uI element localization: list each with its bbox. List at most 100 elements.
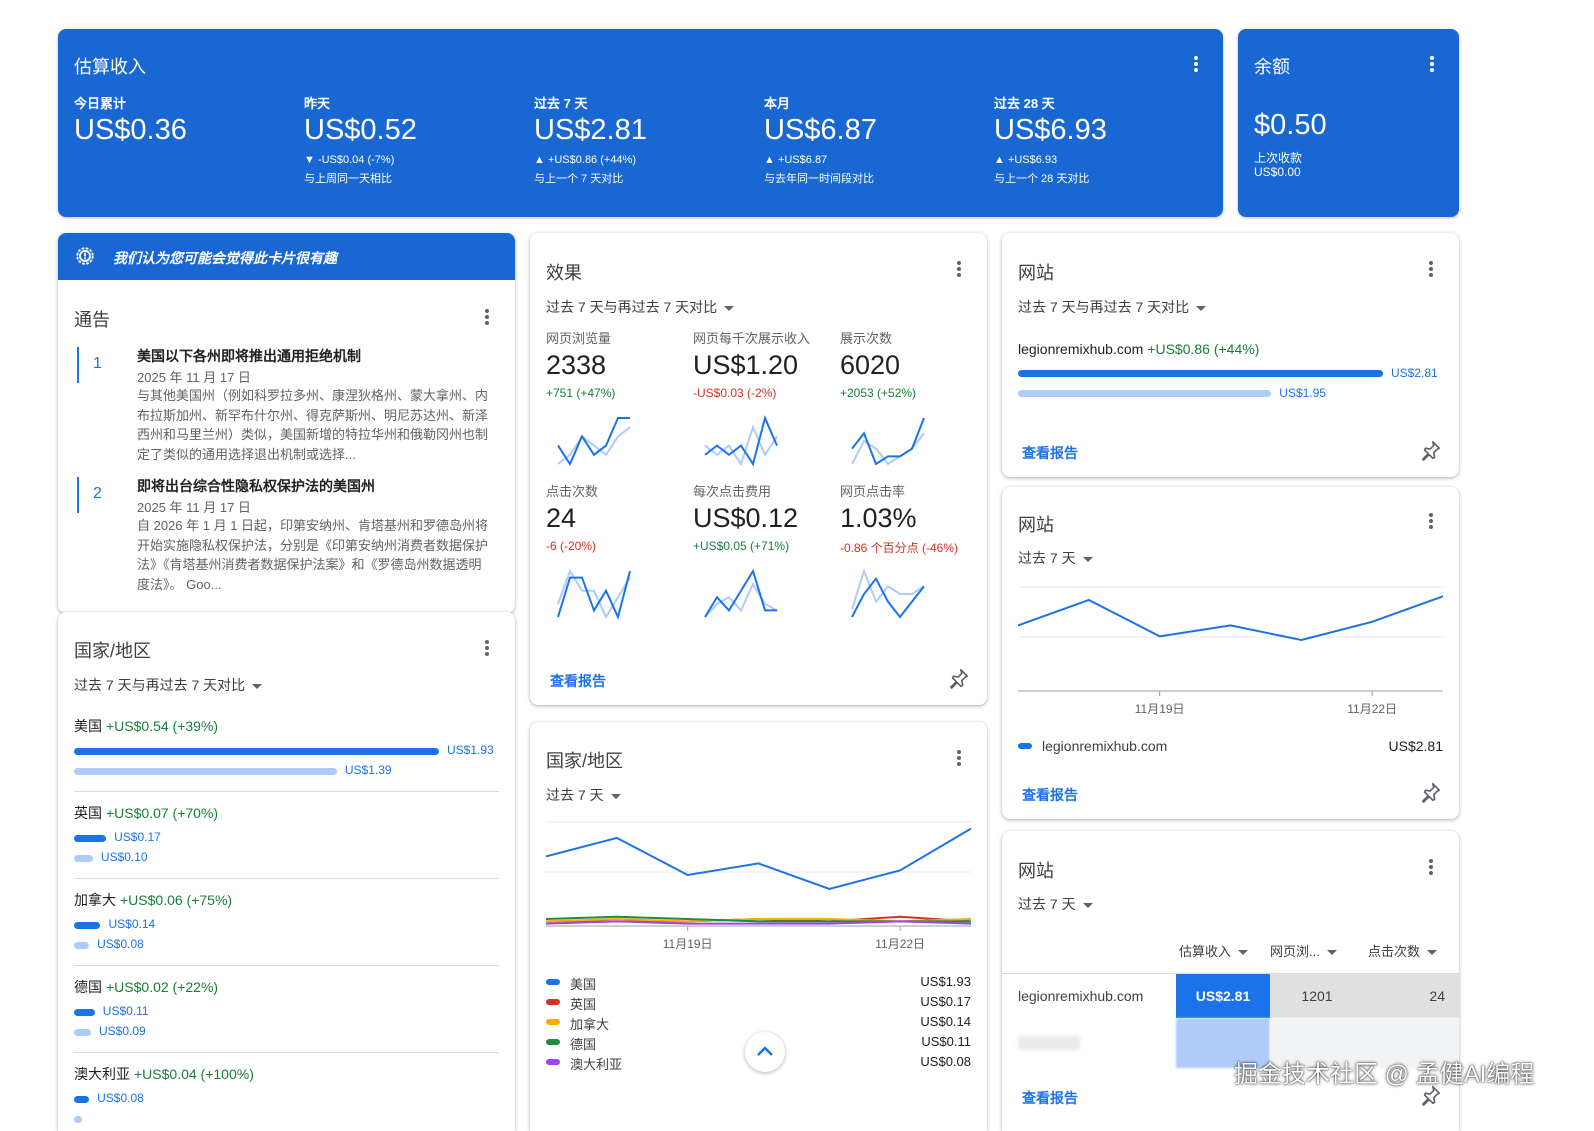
site-compare-report-link[interactable]: 查看报告 xyxy=(1022,445,1078,461)
notice-accent xyxy=(77,477,79,513)
sparkline-current xyxy=(851,417,925,466)
notice-accent xyxy=(77,347,79,383)
country-row[interactable]: 德国 +US$0.02 (+22%) xyxy=(74,977,218,997)
country-row-divider xyxy=(74,965,499,966)
performance-metric[interactable]: 网页每千次展示收入 US$1.20 -US$0.03 (-2%) xyxy=(693,328,833,478)
earnings-metric-compare: 与上一个 28 天对比 xyxy=(994,173,1090,185)
site-compare-more-icon[interactable] xyxy=(1421,257,1441,281)
earnings-metric-value: US$2.81 xyxy=(534,114,647,146)
earnings-title: 估算收入 xyxy=(74,57,146,77)
table-cell-site: legionremixhub.com xyxy=(1018,988,1144,1004)
performance-metric-change: +751 (+47%) xyxy=(546,386,616,400)
performance-metric-value: US$0.12 xyxy=(693,503,799,533)
country-change: +US$0.02 (+22%) xyxy=(106,979,219,995)
notice-item[interactable]: 2 即将出台综合性隐私权保护法的美国州 2025 年 11 月 17 日自 2026… xyxy=(58,473,515,598)
notice-number: 2 xyxy=(93,485,102,502)
table-cell-clicks: 24 xyxy=(1364,974,1459,1018)
pin-icon[interactable] xyxy=(1420,781,1442,803)
notice-number: 1 xyxy=(93,355,102,372)
site-table-report-link[interactable]: 查看报告 xyxy=(1022,1090,1078,1106)
last-payment-label: 上次收款 xyxy=(1254,151,1303,165)
suggest-banner: 我们认为您可能会觉得此卡片很有趣 xyxy=(58,233,515,280)
country-row[interactable]: 英国 +US$0.07 (+70%) xyxy=(74,803,218,823)
performance-range-dropdown[interactable]: 过去 7 天与再过去 7 天对比 xyxy=(546,297,734,317)
blurred-cell xyxy=(1270,1018,1459,1068)
chart-series-line xyxy=(546,920,971,925)
site-table-title: 网站 xyxy=(1018,861,1054,881)
pin-icon[interactable] xyxy=(948,667,970,689)
column-header-earnings[interactable]: 估算收入 xyxy=(1179,941,1248,960)
site-table-card: 网站 过去 7 天 估算收入 网页浏... 点击次数 legionremixhu… xyxy=(1002,831,1459,1131)
country-row[interactable]: 美国 +US$0.54 (+39%) xyxy=(74,716,218,736)
site-trend-card: 网站 过去 7 天 11月19日 11月22日 legionremixhub.co… xyxy=(1002,487,1459,819)
site-compare-row: legionremixhub.com +US$0.86 (+44%) xyxy=(1018,341,1259,357)
country-row[interactable]: 加拿大 +US$0.06 (+75%) xyxy=(74,890,232,910)
performance-metric-value: 2338 xyxy=(546,350,607,380)
column-header-pageviews[interactable]: 网页浏... xyxy=(1270,941,1337,960)
performance-metric[interactable]: 点击次数 24 -6 (-20%) xyxy=(546,481,686,631)
scroll-to-top-button[interactable] xyxy=(745,1032,785,1072)
earnings-metric-compare: 与去年同一时间段对比 xyxy=(764,173,874,185)
notices-card: 我们认为您可能会觉得此卡片很有趣 通告 1 美国以下各州即将推出通用拒绝机制 202… xyxy=(58,233,515,613)
site-compare-title: 网站 xyxy=(1018,263,1054,283)
country-compare-range-dropdown[interactable]: 过去 7 天与再过去 7 天对比 xyxy=(74,675,262,695)
performance-report-link[interactable]: 查看报告 xyxy=(550,673,606,689)
site-table-more-icon[interactable] xyxy=(1421,855,1441,879)
country-line-chart: 11月19日 11月22日 xyxy=(546,821,971,951)
performance-metric-value: 1.03% xyxy=(840,503,917,533)
country-compare-title: 国家/地区 xyxy=(74,641,152,661)
balance-more-icon[interactable] xyxy=(1422,52,1442,76)
sparkline-previous xyxy=(704,582,778,618)
performance-metric[interactable]: 每次点击费用 US$0.12 +US$0.05 (+71%) xyxy=(693,481,833,631)
earnings-metric-label: 过去 28 天 xyxy=(994,96,1055,111)
site-compare-name: legionremixhub.com xyxy=(1018,341,1144,357)
legend-dot xyxy=(546,1039,560,1045)
earnings-metric-value: US$0.52 xyxy=(304,114,417,146)
legend-country-value: US$1.93 xyxy=(920,974,971,989)
performance-sparkline xyxy=(557,417,631,467)
blurred-cell xyxy=(1018,1036,1080,1050)
notice-item[interactable]: 1 美国以下各州即将推出通用拒绝机制 2025 年 11 月 17 日与其他美国州（… xyxy=(58,343,515,468)
sparkline-previous xyxy=(851,567,925,610)
column-header-clicks[interactable]: 点击次数 xyxy=(1368,941,1437,960)
legend-dot xyxy=(546,999,560,1005)
pin-icon[interactable] xyxy=(1420,1084,1442,1106)
country-previous-bar xyxy=(74,1029,92,1036)
performance-metric[interactable]: 网页点击率 1.03% -0.86 个百分点 (-46%) xyxy=(840,481,980,631)
table-row[interactable]: legionremixhub.com US$2.81 1201 24 xyxy=(1002,974,1459,1018)
country-previous-bar xyxy=(74,855,93,862)
chevron-up-icon xyxy=(757,1046,773,1056)
performance-more-icon[interactable] xyxy=(949,257,969,281)
country-row[interactable]: 澳大利亚 +US$0.04 (+100%) xyxy=(74,1064,254,1084)
legend-country-name: 加拿大 xyxy=(570,1017,610,1032)
earnings-more-icon[interactable] xyxy=(1186,52,1206,76)
performance-metric-label: 展示次数 xyxy=(840,331,893,346)
performance-metric[interactable]: 展示次数 6020 +2053 (+52%) xyxy=(840,328,980,478)
site-trend-report-link[interactable]: 查看报告 xyxy=(1022,787,1078,803)
site-table-range-dropdown[interactable]: 过去 7 天 xyxy=(1018,894,1093,914)
country-previous-label: US$0.10 xyxy=(100,850,148,864)
notices-more-icon[interactable] xyxy=(477,305,497,329)
earnings-metric-compare: 与上一个 7 天对比 xyxy=(534,173,624,185)
earnings-card: 估算收入 今日累计 US$0.36 昨天 US$0.52 ▼ -US$0.04 (-7%… xyxy=(58,29,1223,217)
site-compare-range-dropdown[interactable]: 过去 7 天与再过去 7 天对比 xyxy=(1018,297,1206,317)
performance-metric[interactable]: 网页浏览量 2338 +751 (+47%) xyxy=(546,328,686,478)
performance-metric-value: 24 xyxy=(546,503,577,533)
chart-x-label: 11月19日 xyxy=(1135,702,1185,716)
performance-metric-label: 网页每千次展示收入 xyxy=(693,331,811,346)
country-trend-range-dropdown[interactable]: 过去 7 天 xyxy=(546,785,621,805)
country-compare-more-icon[interactable] xyxy=(477,636,497,660)
site-trend-range-dropdown[interactable]: 过去 7 天 xyxy=(1018,548,1093,568)
site-trend-more-icon[interactable] xyxy=(1421,509,1441,533)
legend-country-name: 英国 xyxy=(570,997,597,1012)
legend-country-value: US$0.14 xyxy=(920,1014,971,1029)
country-name: 英国 xyxy=(74,805,102,821)
country-current-label: US$0.14 xyxy=(108,917,156,931)
country-trend-more-icon[interactable] xyxy=(949,746,969,770)
notices-title: 通告 xyxy=(74,310,110,330)
performance-metric-label: 点击次数 xyxy=(546,484,599,499)
country-name: 美国 xyxy=(74,718,102,734)
chart-series-line xyxy=(546,827,971,890)
pin-icon[interactable] xyxy=(1420,439,1442,461)
country-name: 澳大利亚 xyxy=(74,1066,130,1082)
